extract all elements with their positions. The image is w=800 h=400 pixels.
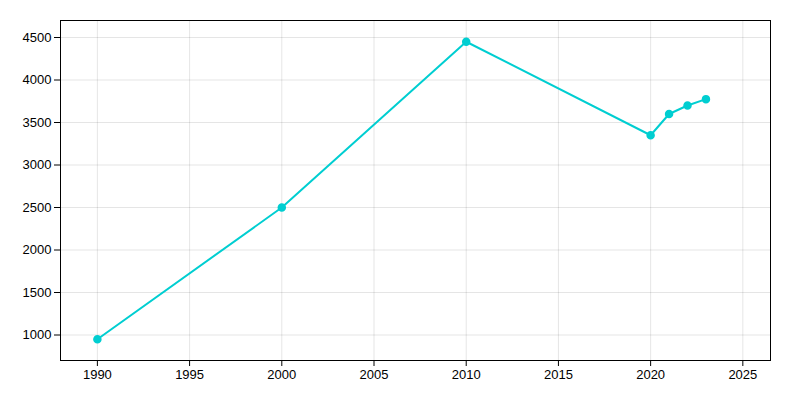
svg-text:2025: 2025 xyxy=(728,367,757,382)
svg-text:4000: 4000 xyxy=(23,72,52,87)
svg-text:2000: 2000 xyxy=(267,367,296,382)
svg-text:2500: 2500 xyxy=(23,200,52,215)
svg-text:2010: 2010 xyxy=(452,367,481,382)
svg-text:1500: 1500 xyxy=(23,285,52,300)
svg-text:2020: 2020 xyxy=(636,367,665,382)
svg-text:2000: 2000 xyxy=(23,242,52,257)
svg-text:1995: 1995 xyxy=(175,367,204,382)
svg-text:2015: 2015 xyxy=(544,367,573,382)
svg-text:3000: 3000 xyxy=(23,157,52,172)
svg-text:4500: 4500 xyxy=(23,30,52,45)
svg-text:3500: 3500 xyxy=(23,115,52,130)
svg-text:1990: 1990 xyxy=(83,367,112,382)
svg-text:1000: 1000 xyxy=(23,327,52,342)
svg-text:2005: 2005 xyxy=(360,367,389,382)
